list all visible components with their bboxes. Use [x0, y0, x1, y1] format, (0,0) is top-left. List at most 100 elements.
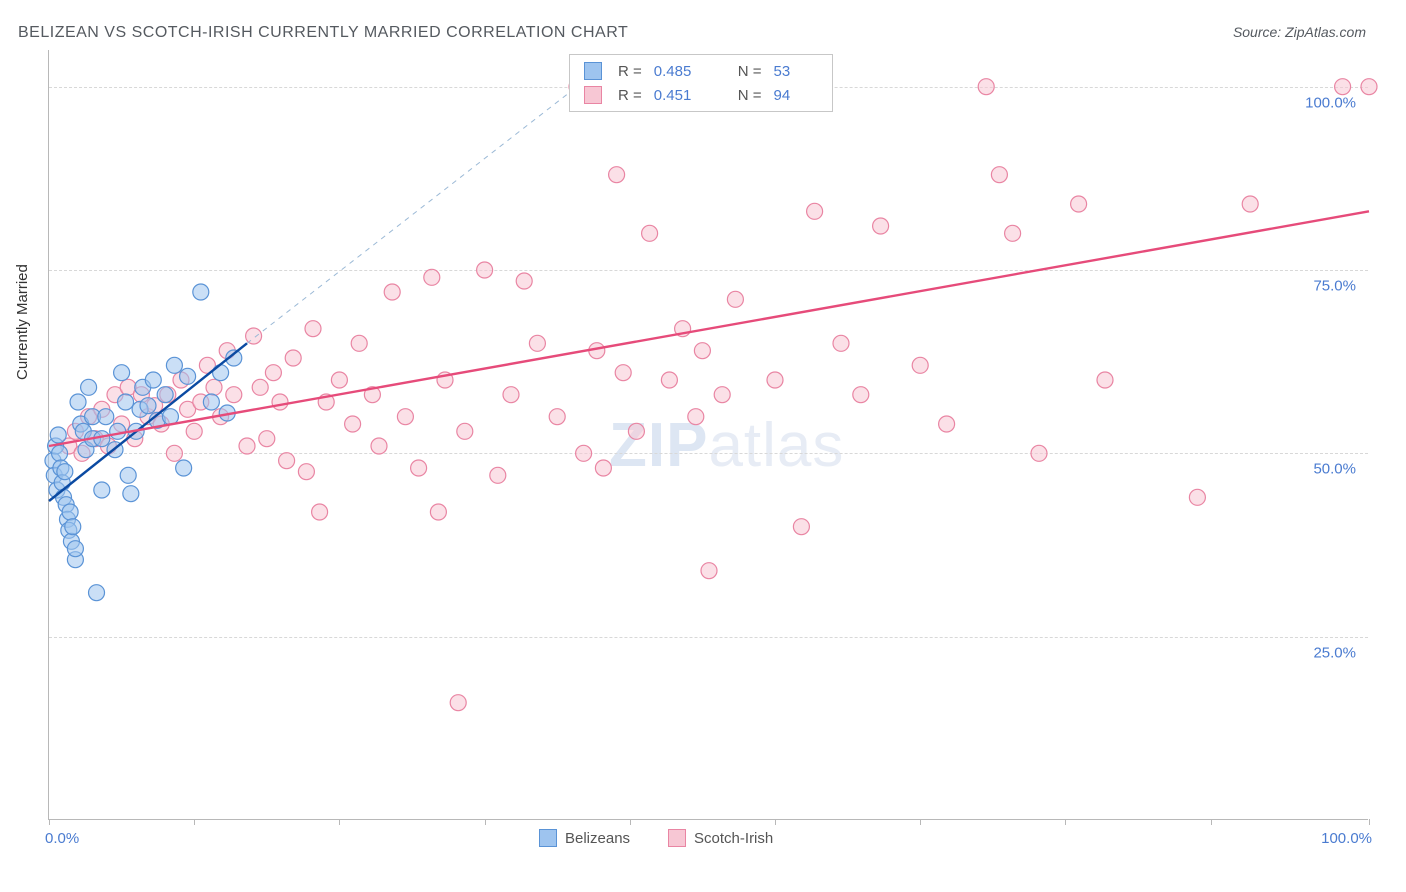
source-attribution: Source: ZipAtlas.com: [1233, 24, 1366, 40]
x-tick: [49, 819, 50, 825]
data-point: [259, 431, 275, 447]
data-point: [52, 445, 68, 461]
data-point: [939, 416, 955, 432]
x-tick: [1369, 819, 1370, 825]
data-point: [279, 453, 295, 469]
data-point: [1361, 79, 1377, 95]
correlation-stats-box: R =0.485N =53R =0.451N =94: [569, 54, 833, 112]
data-point: [873, 218, 889, 234]
data-point: [912, 357, 928, 373]
trend-line: [49, 211, 1369, 446]
stats-row: R =0.485N =53: [570, 59, 832, 83]
data-point: [272, 394, 288, 410]
data-point: [661, 372, 677, 388]
legend-swatch: [539, 829, 557, 847]
data-point: [609, 167, 625, 183]
data-point: [490, 467, 506, 483]
legend: Belizeans Scotch-Irish: [539, 829, 773, 847]
y-axis-title: Currently Married: [14, 264, 31, 380]
data-point: [118, 394, 134, 410]
data-point: [727, 291, 743, 307]
data-point: [50, 427, 66, 443]
data-point: [1242, 196, 1258, 212]
data-point: [98, 409, 114, 425]
data-point: [140, 398, 156, 414]
scatter-plot-area: ZIPatlas 25.0%50.0%75.0%100.0% R =0.485N…: [48, 50, 1368, 820]
data-point: [57, 464, 73, 480]
data-point: [628, 423, 644, 439]
data-point: [477, 262, 493, 278]
data-point: [81, 379, 97, 395]
data-point: [176, 460, 192, 476]
data-point: [701, 563, 717, 579]
source-label: Source:: [1233, 24, 1281, 40]
data-point: [252, 379, 268, 395]
data-point: [206, 379, 222, 395]
data-point: [516, 273, 532, 289]
data-point: [978, 79, 994, 95]
legend-label: Scotch-Irish: [694, 830, 773, 847]
data-point: [226, 387, 242, 403]
data-point: [793, 519, 809, 535]
r-value: 0.485: [654, 63, 698, 80]
series-swatch: [584, 86, 602, 104]
data-point: [203, 394, 219, 410]
data-point: [615, 365, 631, 381]
data-point: [529, 335, 545, 351]
data-point: [714, 387, 730, 403]
data-point: [166, 357, 182, 373]
data-point: [688, 409, 704, 425]
legend-label: Belizeans: [565, 830, 630, 847]
data-point: [1005, 225, 1021, 241]
data-point: [595, 460, 611, 476]
data-point: [503, 387, 519, 403]
data-point: [246, 328, 262, 344]
legend-item: Belizeans: [539, 829, 630, 847]
data-point: [767, 372, 783, 388]
chart-title: BELIZEAN VS SCOTCH-IRISH CURRENTLY MARRI…: [18, 24, 628, 42]
data-point: [298, 464, 314, 480]
source-value: ZipAtlas.com: [1285, 24, 1366, 40]
data-point: [123, 486, 139, 502]
trend-line-extension: [247, 87, 577, 344]
r-label: R =: [618, 63, 642, 80]
data-point: [694, 343, 710, 359]
n-value: 94: [774, 87, 818, 104]
data-point: [411, 460, 427, 476]
n-label: N =: [738, 63, 762, 80]
data-point: [1335, 79, 1351, 95]
legend-item: Scotch-Irish: [668, 829, 773, 847]
stats-row: R =0.451N =94: [570, 83, 832, 107]
data-point: [239, 438, 255, 454]
data-point: [351, 335, 367, 351]
x-axis-max-label: 100.0%: [1321, 830, 1372, 847]
data-point: [549, 409, 565, 425]
data-point: [424, 269, 440, 285]
data-point: [833, 335, 849, 351]
data-point: [1097, 372, 1113, 388]
data-point: [384, 284, 400, 300]
x-tick: [1211, 819, 1212, 825]
x-tick: [339, 819, 340, 825]
data-point: [193, 284, 209, 300]
n-label: N =: [738, 87, 762, 104]
data-point: [89, 585, 105, 601]
data-point: [397, 409, 413, 425]
data-point: [1189, 489, 1205, 505]
data-point: [371, 438, 387, 454]
data-point: [62, 504, 78, 520]
data-point: [166, 445, 182, 461]
data-point: [345, 416, 361, 432]
data-point: [457, 423, 473, 439]
x-tick: [194, 819, 195, 825]
data-point: [642, 225, 658, 241]
series-swatch: [584, 62, 602, 80]
x-tick: [775, 819, 776, 825]
x-tick: [1065, 819, 1066, 825]
data-point: [114, 365, 130, 381]
data-point: [213, 365, 229, 381]
data-point: [70, 394, 86, 410]
x-axis-min-label: 0.0%: [45, 830, 79, 847]
data-point: [110, 423, 126, 439]
x-tick: [920, 819, 921, 825]
